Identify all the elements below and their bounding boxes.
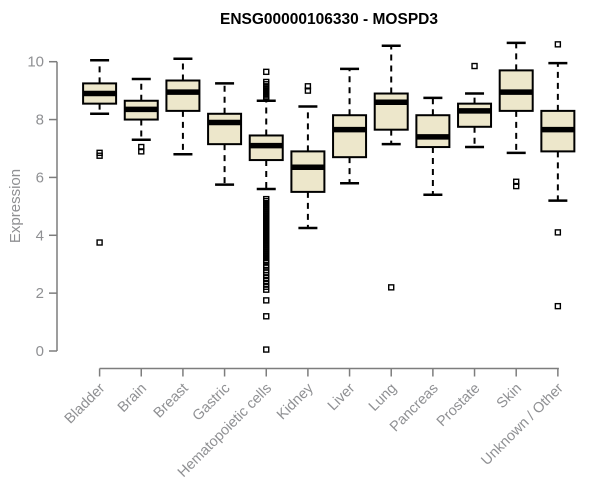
x-tick-label-kidney: Kidney (274, 380, 317, 423)
boxes-layer (82, 41, 576, 353)
x-tick-label-skin: Skin (494, 381, 525, 412)
outlier-point (263, 258, 270, 266)
x-tick-label-breast: Breast (151, 381, 192, 422)
boxplot-bladder (82, 59, 118, 246)
boxplot-lung (373, 44, 409, 291)
x-tick-label-prostate: Prostate (434, 381, 483, 430)
outlier-point (263, 297, 270, 304)
y-tick-label-4: 4 (36, 227, 44, 244)
x-tick-label-lung: Lung (366, 381, 400, 415)
x-tick-label-brain: Brain (115, 381, 150, 416)
outlier-point (96, 239, 103, 246)
x-tick-label-bladder: Bladder (62, 380, 109, 427)
y-tick-label-10: 10 (27, 54, 44, 71)
iqr-box (165, 79, 201, 112)
outlier-point (554, 41, 562, 48)
outlier-point (263, 346, 270, 353)
outlier-point (96, 152, 103, 159)
outlier-point (138, 148, 145, 155)
outlier-point (304, 87, 312, 94)
outlier-point (263, 95, 270, 102)
iqr-box (457, 102, 493, 128)
boxplot-brain (123, 77, 159, 155)
boxplot-hematopoietic-cells (248, 68, 284, 353)
outlier-point (263, 68, 270, 76)
iqr-box (332, 114, 368, 159)
boxplot-prostate (457, 62, 493, 149)
boxplot-unknown-other (540, 41, 576, 310)
iqr-box (207, 112, 243, 146)
outlier-point (388, 284, 395, 291)
y-axis-title: Expression (7, 169, 24, 243)
boxplot-pancreas (415, 96, 451, 197)
outlier-point (263, 286, 270, 293)
iqr-box (373, 92, 409, 131)
iqr-box (415, 114, 451, 149)
y-tick-label-6: 6 (36, 169, 44, 186)
x-tick-label-liver: Liver (325, 380, 359, 414)
boxplot-skin (498, 41, 534, 190)
boxplot-gastric (207, 82, 243, 186)
y-tick-label-2: 2 (36, 285, 44, 302)
iqr-box (290, 150, 326, 193)
outlier-point (263, 313, 270, 320)
boxplot-liver (332, 67, 368, 185)
boxplot-kidney (290, 83, 326, 230)
chart-title: ENSG00000106330 - MOSPD3 (220, 11, 438, 28)
outlier-point (513, 182, 520, 190)
outlier-point (471, 62, 478, 70)
y-tick-label-8: 8 (36, 112, 44, 129)
boxplot-breast (165, 57, 201, 156)
y-tick-label-0: 0 (36, 343, 44, 360)
outlier-point (554, 229, 562, 236)
outlier-point (554, 302, 562, 310)
